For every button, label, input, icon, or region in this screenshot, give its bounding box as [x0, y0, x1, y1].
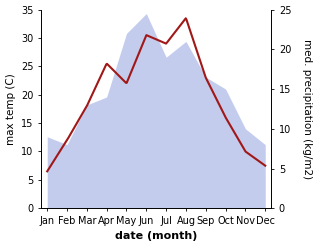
Y-axis label: med. precipitation (kg/m2): med. precipitation (kg/m2) [302, 39, 313, 179]
X-axis label: date (month): date (month) [115, 231, 197, 242]
Y-axis label: max temp (C): max temp (C) [5, 73, 16, 145]
